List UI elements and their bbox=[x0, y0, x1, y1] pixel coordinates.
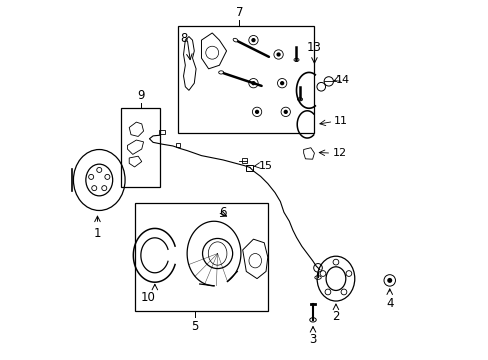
Circle shape bbox=[283, 110, 287, 114]
Text: 13: 13 bbox=[306, 41, 321, 54]
Bar bbox=[135, 203, 267, 311]
Circle shape bbox=[386, 278, 391, 283]
Text: 6: 6 bbox=[219, 206, 226, 219]
Text: 9: 9 bbox=[137, 89, 144, 102]
Text: 11: 11 bbox=[333, 116, 347, 126]
Circle shape bbox=[254, 110, 259, 114]
Text: 4: 4 bbox=[386, 297, 393, 310]
Bar bbox=[178, 26, 314, 134]
Text: 12: 12 bbox=[332, 148, 346, 158]
Bar bbox=[175, 143, 180, 147]
Text: 8: 8 bbox=[180, 32, 187, 45]
Text: 2: 2 bbox=[331, 310, 339, 323]
Text: 1: 1 bbox=[94, 226, 101, 240]
Text: 5: 5 bbox=[191, 320, 198, 333]
Text: 7: 7 bbox=[235, 6, 243, 19]
Text: 15: 15 bbox=[258, 161, 272, 171]
Circle shape bbox=[276, 52, 280, 57]
Circle shape bbox=[280, 81, 284, 85]
Text: 10: 10 bbox=[140, 291, 155, 304]
Circle shape bbox=[251, 38, 255, 42]
Bar bbox=[245, 165, 253, 171]
Circle shape bbox=[251, 81, 255, 85]
Text: 14: 14 bbox=[335, 75, 349, 85]
Bar bbox=[241, 158, 246, 163]
Text: 3: 3 bbox=[309, 333, 316, 346]
Bar bbox=[159, 130, 164, 134]
Bar bbox=[121, 108, 160, 187]
